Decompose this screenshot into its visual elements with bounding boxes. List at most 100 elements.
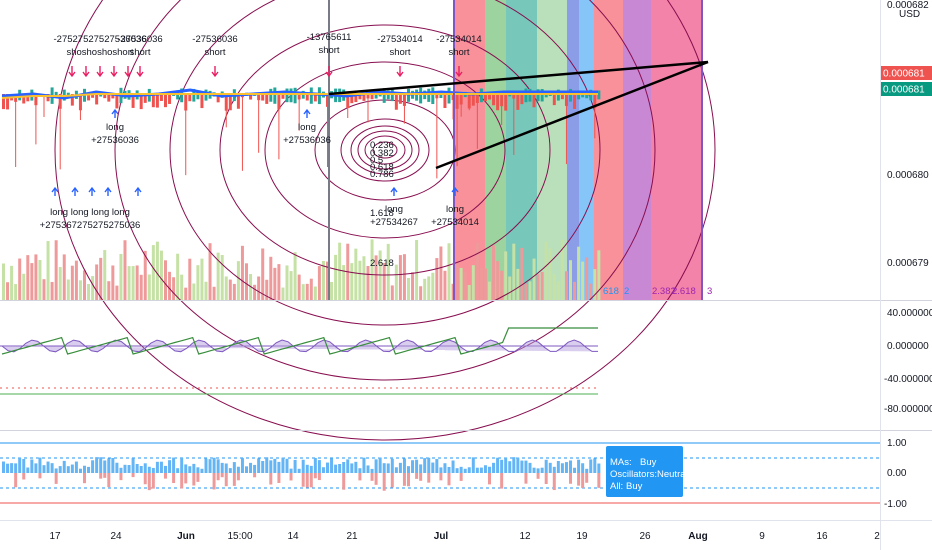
rating-bar — [423, 458, 427, 473]
candle — [200, 94, 204, 109]
rating-bar — [334, 464, 338, 473]
rating-osc-value: Neutral — [657, 469, 688, 480]
rating-bar — [261, 460, 265, 473]
rating-bar — [192, 463, 196, 473]
volume-bar — [589, 283, 593, 300]
rating-bar — [415, 459, 419, 473]
time-tick: 14 — [287, 531, 299, 542]
rating-bar — [358, 473, 362, 481]
candle — [394, 94, 398, 110]
rating-bar — [164, 473, 167, 479]
volume-bar — [500, 270, 504, 300]
volume-bar — [467, 284, 471, 300]
rating-bar — [103, 473, 107, 478]
candle — [216, 94, 220, 103]
candle — [164, 94, 167, 108]
fib-level-label: 0.5 — [370, 155, 383, 166]
rating-bar — [394, 467, 398, 473]
volume-bar — [342, 265, 346, 300]
volume-bar — [321, 261, 325, 300]
rating-bar — [273, 458, 277, 473]
volume-bar — [123, 240, 127, 300]
fib-time-zone — [567, 0, 594, 300]
rating-bar — [196, 467, 200, 473]
volume-bar — [488, 281, 491, 300]
rating-bar — [451, 460, 455, 473]
rating-bar — [208, 459, 212, 473]
fib-circle — [357, 130, 413, 170]
volume-bar — [253, 284, 257, 300]
volume-bar — [115, 285, 119, 300]
rating-bar — [447, 466, 451, 473]
volume-bar — [34, 254, 38, 300]
rating-bar — [305, 473, 309, 488]
candle — [492, 94, 496, 106]
rating-bar — [552, 466, 556, 473]
candle — [569, 88, 572, 102]
fib-circle — [372, 141, 398, 159]
rating-bar — [143, 463, 147, 473]
rating-bar — [358, 468, 362, 473]
volume-bar — [427, 276, 431, 300]
volume-bar — [496, 261, 500, 300]
fib-level-label: 1.618 — [370, 208, 394, 219]
candle — [159, 94, 163, 101]
rating-bar — [2, 461, 5, 473]
fib-time-label: 618 — [603, 286, 619, 297]
fib-circle — [264, 61, 506, 239]
rating-bar — [54, 473, 58, 484]
rating-bar — [70, 464, 74, 473]
time-tick: Aug — [688, 531, 707, 542]
last-price-box-red — [881, 66, 932, 80]
candle — [471, 94, 475, 106]
candle — [516, 94, 520, 110]
candle — [305, 94, 309, 101]
time-tick: 12 — [519, 531, 531, 542]
candle — [91, 94, 95, 98]
volume-bar — [184, 287, 188, 300]
rating-bar — [370, 473, 374, 481]
candle — [78, 94, 82, 111]
volume-bar — [281, 287, 285, 300]
osc-line — [1, 327, 598, 355]
volume-bar — [38, 259, 42, 300]
rating-all-value: Buy — [626, 481, 643, 492]
rating-bar — [540, 467, 544, 473]
candle — [188, 94, 192, 102]
candle — [111, 94, 115, 99]
rating-bar — [50, 463, 54, 473]
last-price-green: 0.000681 — [883, 85, 925, 96]
volume-bar — [83, 270, 86, 300]
volume-bar — [431, 272, 435, 300]
rating-bar — [305, 464, 309, 473]
candle — [589, 89, 593, 101]
rating-bar — [220, 462, 224, 473]
candle — [224, 94, 228, 111]
rating-bar — [269, 473, 273, 485]
volume-bar — [520, 247, 524, 300]
rating-bar — [346, 459, 350, 473]
rating-bar — [463, 468, 467, 473]
rating-bar — [26, 467, 30, 473]
volume-bar — [597, 250, 601, 300]
rating-bar — [407, 473, 410, 487]
volume-bar — [200, 258, 204, 300]
price-axis[interactable]: 0.000682 USD 0.000680 0.000679 0.000681 … — [881, 0, 932, 269]
rating-bar — [370, 468, 374, 473]
long-signal-value: +27534014 — [431, 217, 479, 228]
candle — [273, 87, 277, 104]
short-arrow — [110, 66, 118, 78]
rating-bar — [597, 473, 601, 488]
rating-bar — [512, 457, 516, 473]
volume-bar — [540, 271, 544, 300]
rating-bar — [585, 473, 589, 483]
short-signal-value: -27536036 — [117, 34, 162, 45]
rating-bar — [22, 473, 26, 480]
rating-bar — [188, 466, 192, 473]
volume-bar — [135, 265, 139, 300]
rating-bar — [180, 473, 184, 489]
time-axis[interactable]: 17 24 Jun 15:00 14 21 Jul 12 19 26 Aug 9 16 2 — [49, 531, 880, 542]
volume-bar — [419, 286, 423, 300]
